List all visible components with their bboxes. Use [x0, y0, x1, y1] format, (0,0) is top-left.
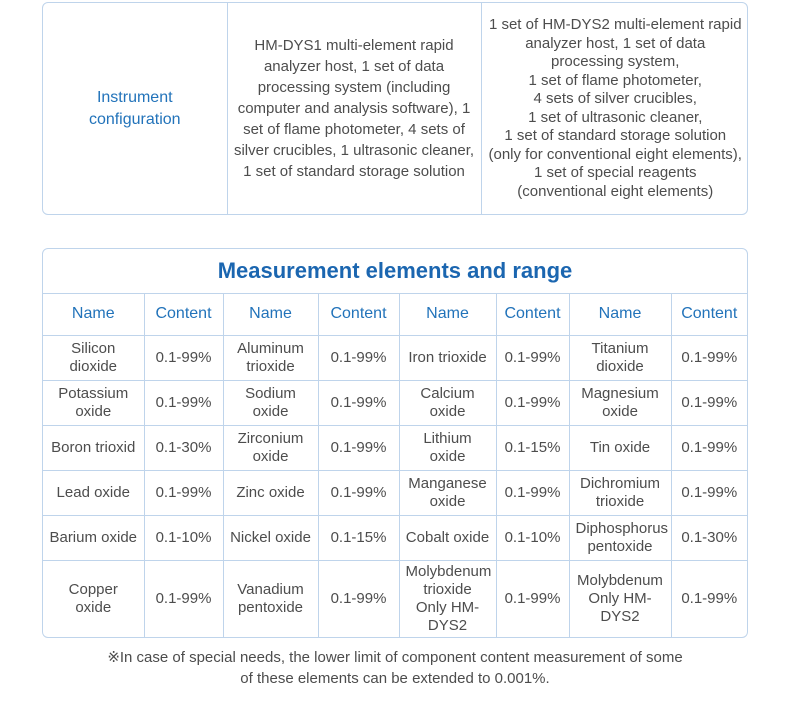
table-row: Barium oxide 0.1-10% Nickel oxide 0.1-15… — [43, 514, 747, 561]
element-content-cell: 0.1-99% — [495, 559, 570, 637]
measurement-table: Measurement elements and range Name Cont… — [42, 248, 748, 638]
header-content-3: Content — [495, 292, 570, 336]
table-row: Boron trioxid 0.1-30% Zirconium oxide 0.… — [43, 424, 747, 471]
element-name-cell: Dichromium trioxide — [568, 469, 672, 516]
element-content-cell: 0.1-99% — [143, 559, 224, 637]
element-content-cell: 0.1-99% — [143, 469, 224, 516]
element-name-cell: Molybdenum Only HM-DYS2 — [568, 559, 672, 637]
element-content-cell: 0.1-99% — [670, 424, 747, 471]
element-content-cell: 0.1-99% — [670, 334, 747, 381]
element-name-cell: Manganese oxide — [398, 469, 497, 516]
dys1-config-cell: HM-DYS1 multi-element rapid analyzer hos… — [227, 3, 482, 214]
instrument-config-row: Instrument configuration HM-DYS1 multi-e… — [43, 3, 747, 214]
element-name-cell: Titanium dioxide — [568, 334, 672, 381]
element-content-cell: 0.1-15% — [317, 514, 400, 561]
element-name-cell: Barium oxide — [43, 514, 145, 561]
element-content-cell: 0.1-99% — [670, 379, 747, 426]
element-content-cell: 0.1-10% — [143, 514, 224, 561]
page: Instrument configuration HM-DYS1 multi-e… — [42, 2, 748, 687]
table-row: Silicon dioxide 0.1-99% Aluminum trioxid… — [43, 334, 747, 381]
element-name-cell: Vanadium pentoxide — [222, 559, 319, 637]
element-name-cell: Tin oxide — [568, 424, 672, 471]
element-name-cell: Zirconium oxide — [222, 424, 319, 471]
element-name-cell: Lithium oxide — [398, 424, 497, 471]
element-content-cell: 0.1-99% — [495, 469, 570, 516]
header-content-4: Content — [670, 292, 747, 336]
element-content-cell: 0.1-99% — [317, 379, 400, 426]
instrument-config-grid: Instrument configuration HM-DYS1 multi-e… — [43, 3, 747, 214]
table-row: Copper oxide 0.1-99% Vanadium pentoxide … — [43, 559, 747, 637]
instrument-config-table: Instrument configuration HM-DYS1 multi-e… — [42, 2, 748, 215]
header-content-2: Content — [317, 292, 400, 336]
table-row: Lead oxide 0.1-99% Zinc oxide 0.1-99% Ma… — [43, 469, 747, 516]
element-name-cell: Boron trioxid — [43, 424, 145, 471]
element-content-cell: 0.1-99% — [670, 469, 747, 516]
element-name-cell: Iron trioxide — [398, 334, 497, 381]
table-row: Potassium oxide 0.1-99% Sodium oxide 0.1… — [43, 379, 747, 426]
element-name-cell: Copper oxide — [43, 559, 145, 637]
header-name-4: Name — [568, 292, 672, 336]
table-header-row: Name Content Name Content Name Content N… — [43, 292, 747, 336]
footnote: ※In case of special needs, the lower lim… — [107, 648, 683, 687]
element-name-cell: Molybdenum trioxide Only HM-DYS2 — [398, 559, 497, 637]
element-name-cell: Cobalt oxide — [398, 514, 497, 561]
element-name-cell: Aluminum trioxide — [222, 334, 319, 381]
header-name-2: Name — [222, 292, 319, 336]
element-name-cell: Diphosphorus pentoxide — [568, 514, 672, 561]
element-name-cell: Potassium oxide — [43, 379, 145, 426]
element-content-cell: 0.1-99% — [317, 469, 400, 516]
measurement-grid: Measurement elements and range Name Cont… — [43, 249, 747, 637]
element-content-cell: 0.1-99% — [317, 559, 400, 637]
element-content-cell: 0.1-30% — [143, 424, 224, 471]
instrument-config-label: Instrument configuration — [43, 3, 228, 214]
element-content-cell: 0.1-99% — [317, 424, 400, 471]
element-name-cell: Silicon dioxide — [43, 334, 145, 381]
measurement-table-title: Measurement elements and range — [43, 249, 747, 294]
element-content-cell: 0.1-99% — [495, 334, 570, 381]
element-name-cell: Calcium oxide — [398, 379, 497, 426]
element-content-cell: 0.1-99% — [143, 379, 224, 426]
element-content-cell: 0.1-99% — [143, 334, 224, 381]
dys2-config-cell: 1 set of HM-DYS2 multi-element rapid ana… — [488, 16, 742, 200]
element-name-cell: Nickel oxide — [222, 514, 319, 561]
element-name-cell: Sodium oxide — [222, 379, 319, 426]
element-content-cell: 0.1-15% — [495, 424, 570, 471]
element-content-cell: 0.1-30% — [670, 514, 747, 561]
table-title-row: Measurement elements and range — [43, 249, 747, 294]
header-content-1: Content — [143, 292, 224, 336]
element-content-cell: 0.1-99% — [495, 379, 570, 426]
element-name-cell: Magnesium oxide — [568, 379, 672, 426]
element-name-cell: Lead oxide — [43, 469, 145, 516]
element-content-cell: 0.1-99% — [670, 559, 747, 637]
header-name-3: Name — [398, 292, 497, 336]
header-name-1: Name — [43, 292, 145, 336]
element-content-cell: 0.1-10% — [495, 514, 570, 561]
element-name-cell: Zinc oxide — [222, 469, 319, 516]
element-content-cell: 0.1-99% — [317, 334, 400, 381]
